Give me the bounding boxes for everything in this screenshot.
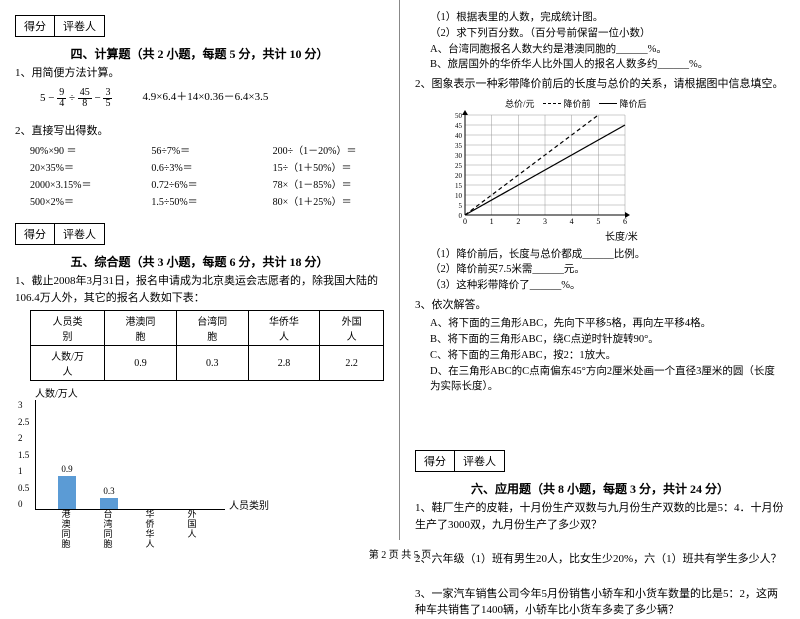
svg-text:1: 1 [490,217,494,225]
q2-text: 2、直接写出得数。 [15,123,384,140]
svg-text:45: 45 [455,122,463,130]
legend: 总价/元 降价前 降价后 [485,97,785,110]
section-5-title: 五、综合题（共 3 小题，每题 6 分，共计 18 分） [15,253,384,270]
svg-text:30: 30 [455,152,463,160]
q1-text: 1、用简便方法计算。 [15,65,384,82]
bars-container: 0.9 0.3 [46,400,214,509]
svg-text:10: 10 [455,192,463,200]
ylabel-line: 总价/元 [505,97,535,110]
left-column: 得分 评卷人 四、计算题（共 2 小题，每题 5 分，共计 10 分） 1、用简… [0,0,400,540]
q3-items: A、将下面的三角形ABC，先向下平移5格，再向左平移4格。 B、将下面的三角形A… [430,316,785,395]
line-chart-svg: 012345605101520253035404550 [445,110,645,225]
svg-text:40: 40 [455,132,463,140]
q6-1: 1、鞋厂生产的皮鞋，十月份生产双数与九月份生产双数的比是5：4．十月份生产了30… [415,500,785,533]
x-labels: 港澳同胞台湾同胞华侨华人外国人 [45,510,384,550]
table-header-row: 人员类别 港澳同胞 台湾同胞 华侨华人 外国人 [31,311,384,346]
q3r: 3、依次解答。 [415,297,785,314]
score-label: 得分 [416,451,455,471]
bar-item: 0.9 [51,476,83,509]
table-data-row: 人数/万人 0.9 0.3 2.8 2.2 [31,346,384,381]
bar-chart: 人数/万人 3 2.5 2 1.5 1 0.5 0 0.90.3 人员类别 [35,385,384,550]
eq2: 4.9×6.4＋14×0.36－6.4×3.5 [142,88,268,109]
svg-text:5: 5 [596,217,600,225]
svg-text:2: 2 [516,217,520,225]
x-tick-label: 港澳同胞 [45,510,87,550]
q6-3: 3、一家汽车销售公司今年5月份销售小轿车和小货车数量的比是5：2，这两种车共销售… [415,586,785,619]
top-sublist: （1）根据表里的人数，完成统计图。 （2）求下列百分数。（百分号前保留一位小数）… [430,10,785,73]
score-label: 得分 [16,224,55,244]
score-box-2: 得分 评卷人 [15,223,105,245]
score-box-3: 得分 评卷人 [415,450,505,472]
x-tick-label: 华侨华人 [129,510,171,550]
svg-text:0: 0 [463,217,467,225]
grader-label: 评卷人 [55,224,104,244]
data-table: 人员类别 港澳同胞 台湾同胞 华侨华人 外国人 人数/万人 0.9 0.3 2.… [30,310,384,381]
xlabel-line: 长度/米 [605,228,785,243]
score-box: 得分 评卷人 [15,15,105,37]
bars-area: 3 2.5 2 1.5 1 0.5 0 0.90.3 [35,400,225,510]
equation-grid: 90%×90 ＝ 56÷7%＝ 200÷（1－20%）＝ 20×35%＝ 0.6… [30,142,384,208]
svg-text:35: 35 [455,142,463,150]
grader-label: 评卷人 [455,451,504,471]
x-tick-label: 台湾同胞 [87,510,129,550]
sub2-list: （1）降价前后，长度与总价都成______比例。 （2）降价前买7.5米需___… [430,247,785,294]
bar-item: 0.3 [93,498,125,509]
svg-text:0: 0 [459,212,463,220]
section-4-title: 四、计算题（共 2 小题，每题 5 分，共计 10 分） [15,45,384,62]
svg-text:4: 4 [570,217,574,225]
grader-label: 评卷人 [55,16,104,36]
svg-text:5: 5 [459,202,463,210]
svg-text:3: 3 [543,217,547,225]
x-tick-label: 外国人 [171,510,213,550]
equation-row: 5 − 94 ÷ 458 − 35 4.9×6.4＋14×0.36－6.4×3.… [40,88,384,109]
svg-text:50: 50 [455,112,463,120]
page: 得分 评卷人 四、计算题（共 2 小题，每题 5 分，共计 10 分） 1、用简… [0,0,800,540]
right-column: （1）根据表里的人数，完成统计图。 （2）求下列百分数。（百分号前保留一位小数）… [400,0,800,540]
line-chart: 总价/元 降价前 降价后 012345605101520253035404550… [445,97,785,243]
svg-text:20: 20 [455,172,463,180]
section-6-title: 六、应用题（共 8 小题，每题 3 分，共计 24 分） [415,480,785,497]
page-footer: 第 2 页 共 5 页 [0,546,800,561]
x-axis-label: 人员类别 [229,497,269,512]
svg-text:6: 6 [623,217,627,225]
score-label: 得分 [16,16,55,36]
y-axis-label: 人数/万人 [35,385,384,400]
eq1: 5 − 94 ÷ 458 − 35 [40,88,112,109]
y-ticks: 3 2.5 2 1.5 1 0.5 0 [18,400,29,509]
svg-text:15: 15 [455,182,463,190]
svg-text:25: 25 [455,162,463,170]
q2r: 2、图象表示一种彩带降价前后的长度与总价的关系，请根据图中信息填空。 [415,76,785,93]
q5-1: 1、截止2008年3月31日，报名申请成为北京奥运会志愿者的，除我国大陆的106… [15,273,384,306]
